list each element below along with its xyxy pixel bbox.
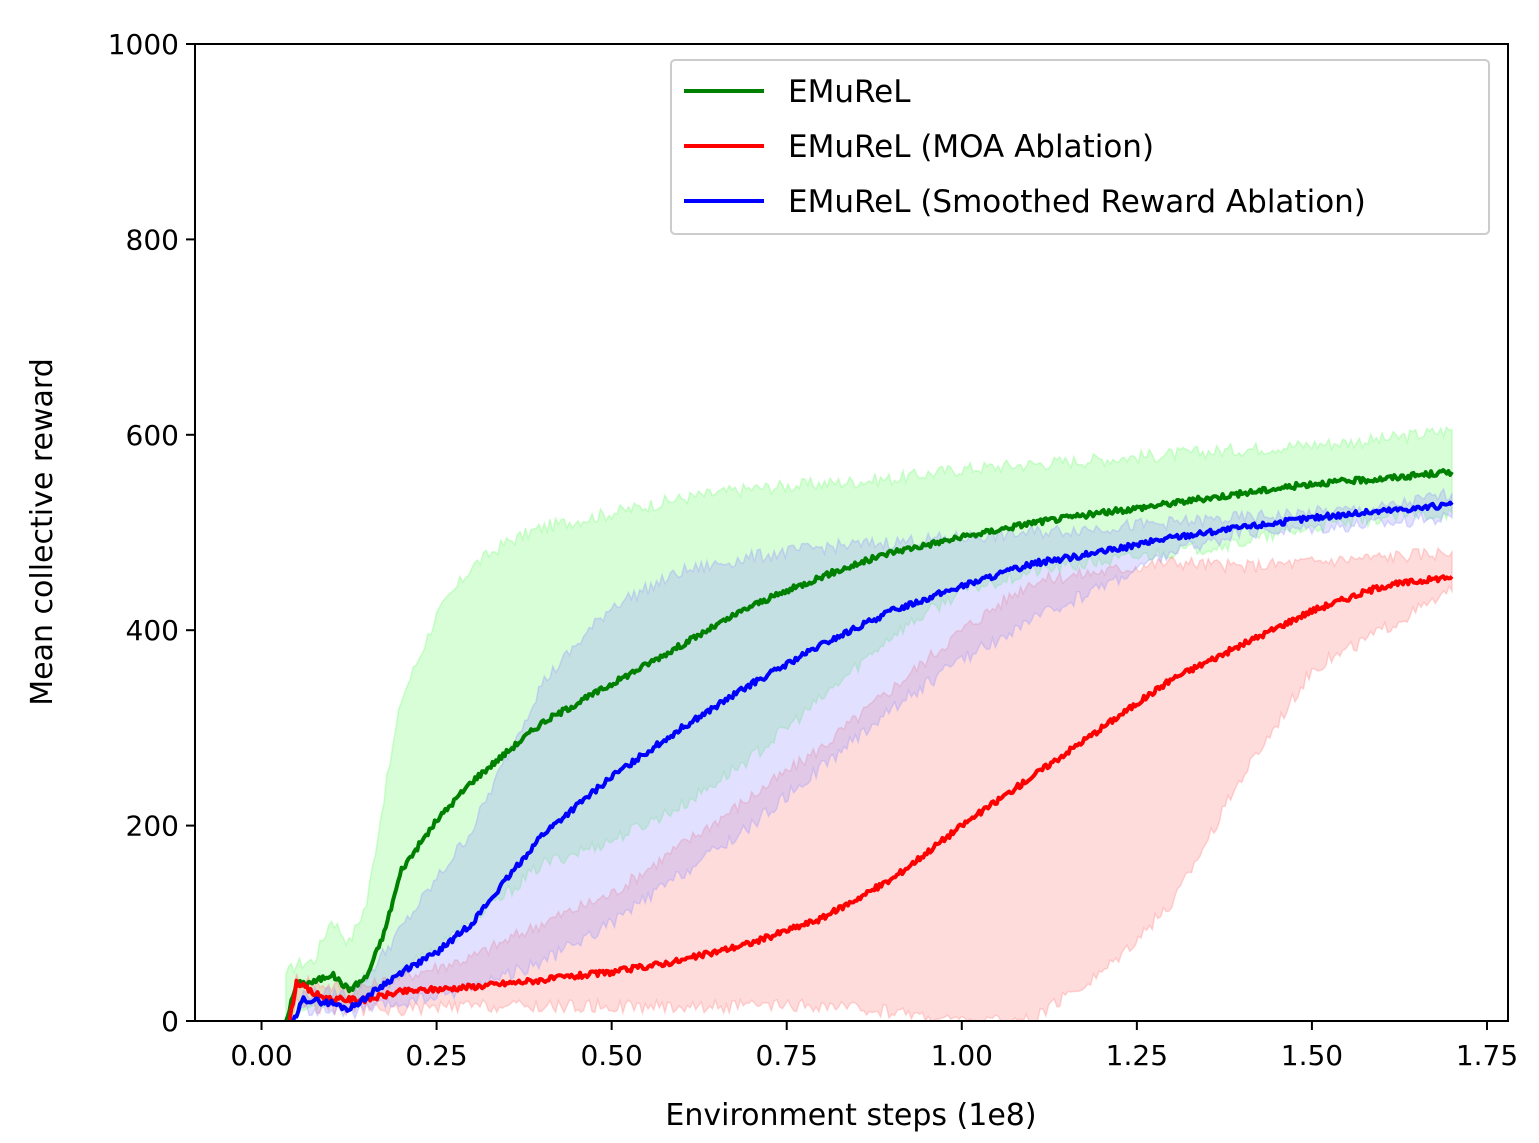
legend-box [670,59,1490,235]
band-emurel-smoothed-reward-ablation [292,487,1453,1021]
y-axis: 0 200 400 600 800 1000 [108,28,195,1038]
x-tick-label: 1.25 [1106,1039,1168,1072]
y-tick-label: 800 [126,223,179,256]
x-axis: 0.00 0.25 0.50 0.75 1.00 1.25 1.50 1.75 [230,1021,1518,1072]
x-tick-label: 0.50 [580,1039,642,1072]
confidence-bands [285,425,1453,1021]
plot-frame [194,43,1509,1022]
x-axis-label: Environment steps (1e8) [665,1098,1036,1133]
x-tick-label: 0.00 [230,1039,292,1072]
series-lines [284,468,1454,1021]
x-tick-label: 1.00 [931,1039,993,1072]
legend: EMuReL EMuReL (MOA Ablation) EMuReL (Smoot… [670,59,1490,235]
x-tick-label: 1.50 [1281,1039,1343,1072]
x-tick-label: 0.75 [756,1039,818,1072]
legend-label-emurel-moa-ablation: EMuReL (MOA Ablation) [788,129,1154,165]
line-emurel [284,468,1454,1021]
y-tick-label: 1000 [108,28,179,61]
y-tick-label: 200 [126,810,179,843]
y-tick-label: 600 [126,419,179,452]
band-emurel-moa-ablation [288,546,1453,1021]
y-tick-label: 0 [161,1005,179,1038]
y-tick-label: 400 [126,614,179,647]
band-emurel [285,425,1453,1021]
legend-label-emurel: EMuReL [788,74,911,110]
legend-label-emurel-smoothed-reward-ablation: EMuReL (Smoothed Reward Ablation) [788,184,1366,220]
y-axis-label: Mean collective reward [25,358,60,706]
x-tick-label: 0.25 [405,1039,467,1072]
line-emurel-moa-ablation [287,574,1454,1021]
line-emurel-smoothed-reward-ablation [291,500,1454,1021]
x-tick-label: 1.75 [1456,1039,1518,1072]
